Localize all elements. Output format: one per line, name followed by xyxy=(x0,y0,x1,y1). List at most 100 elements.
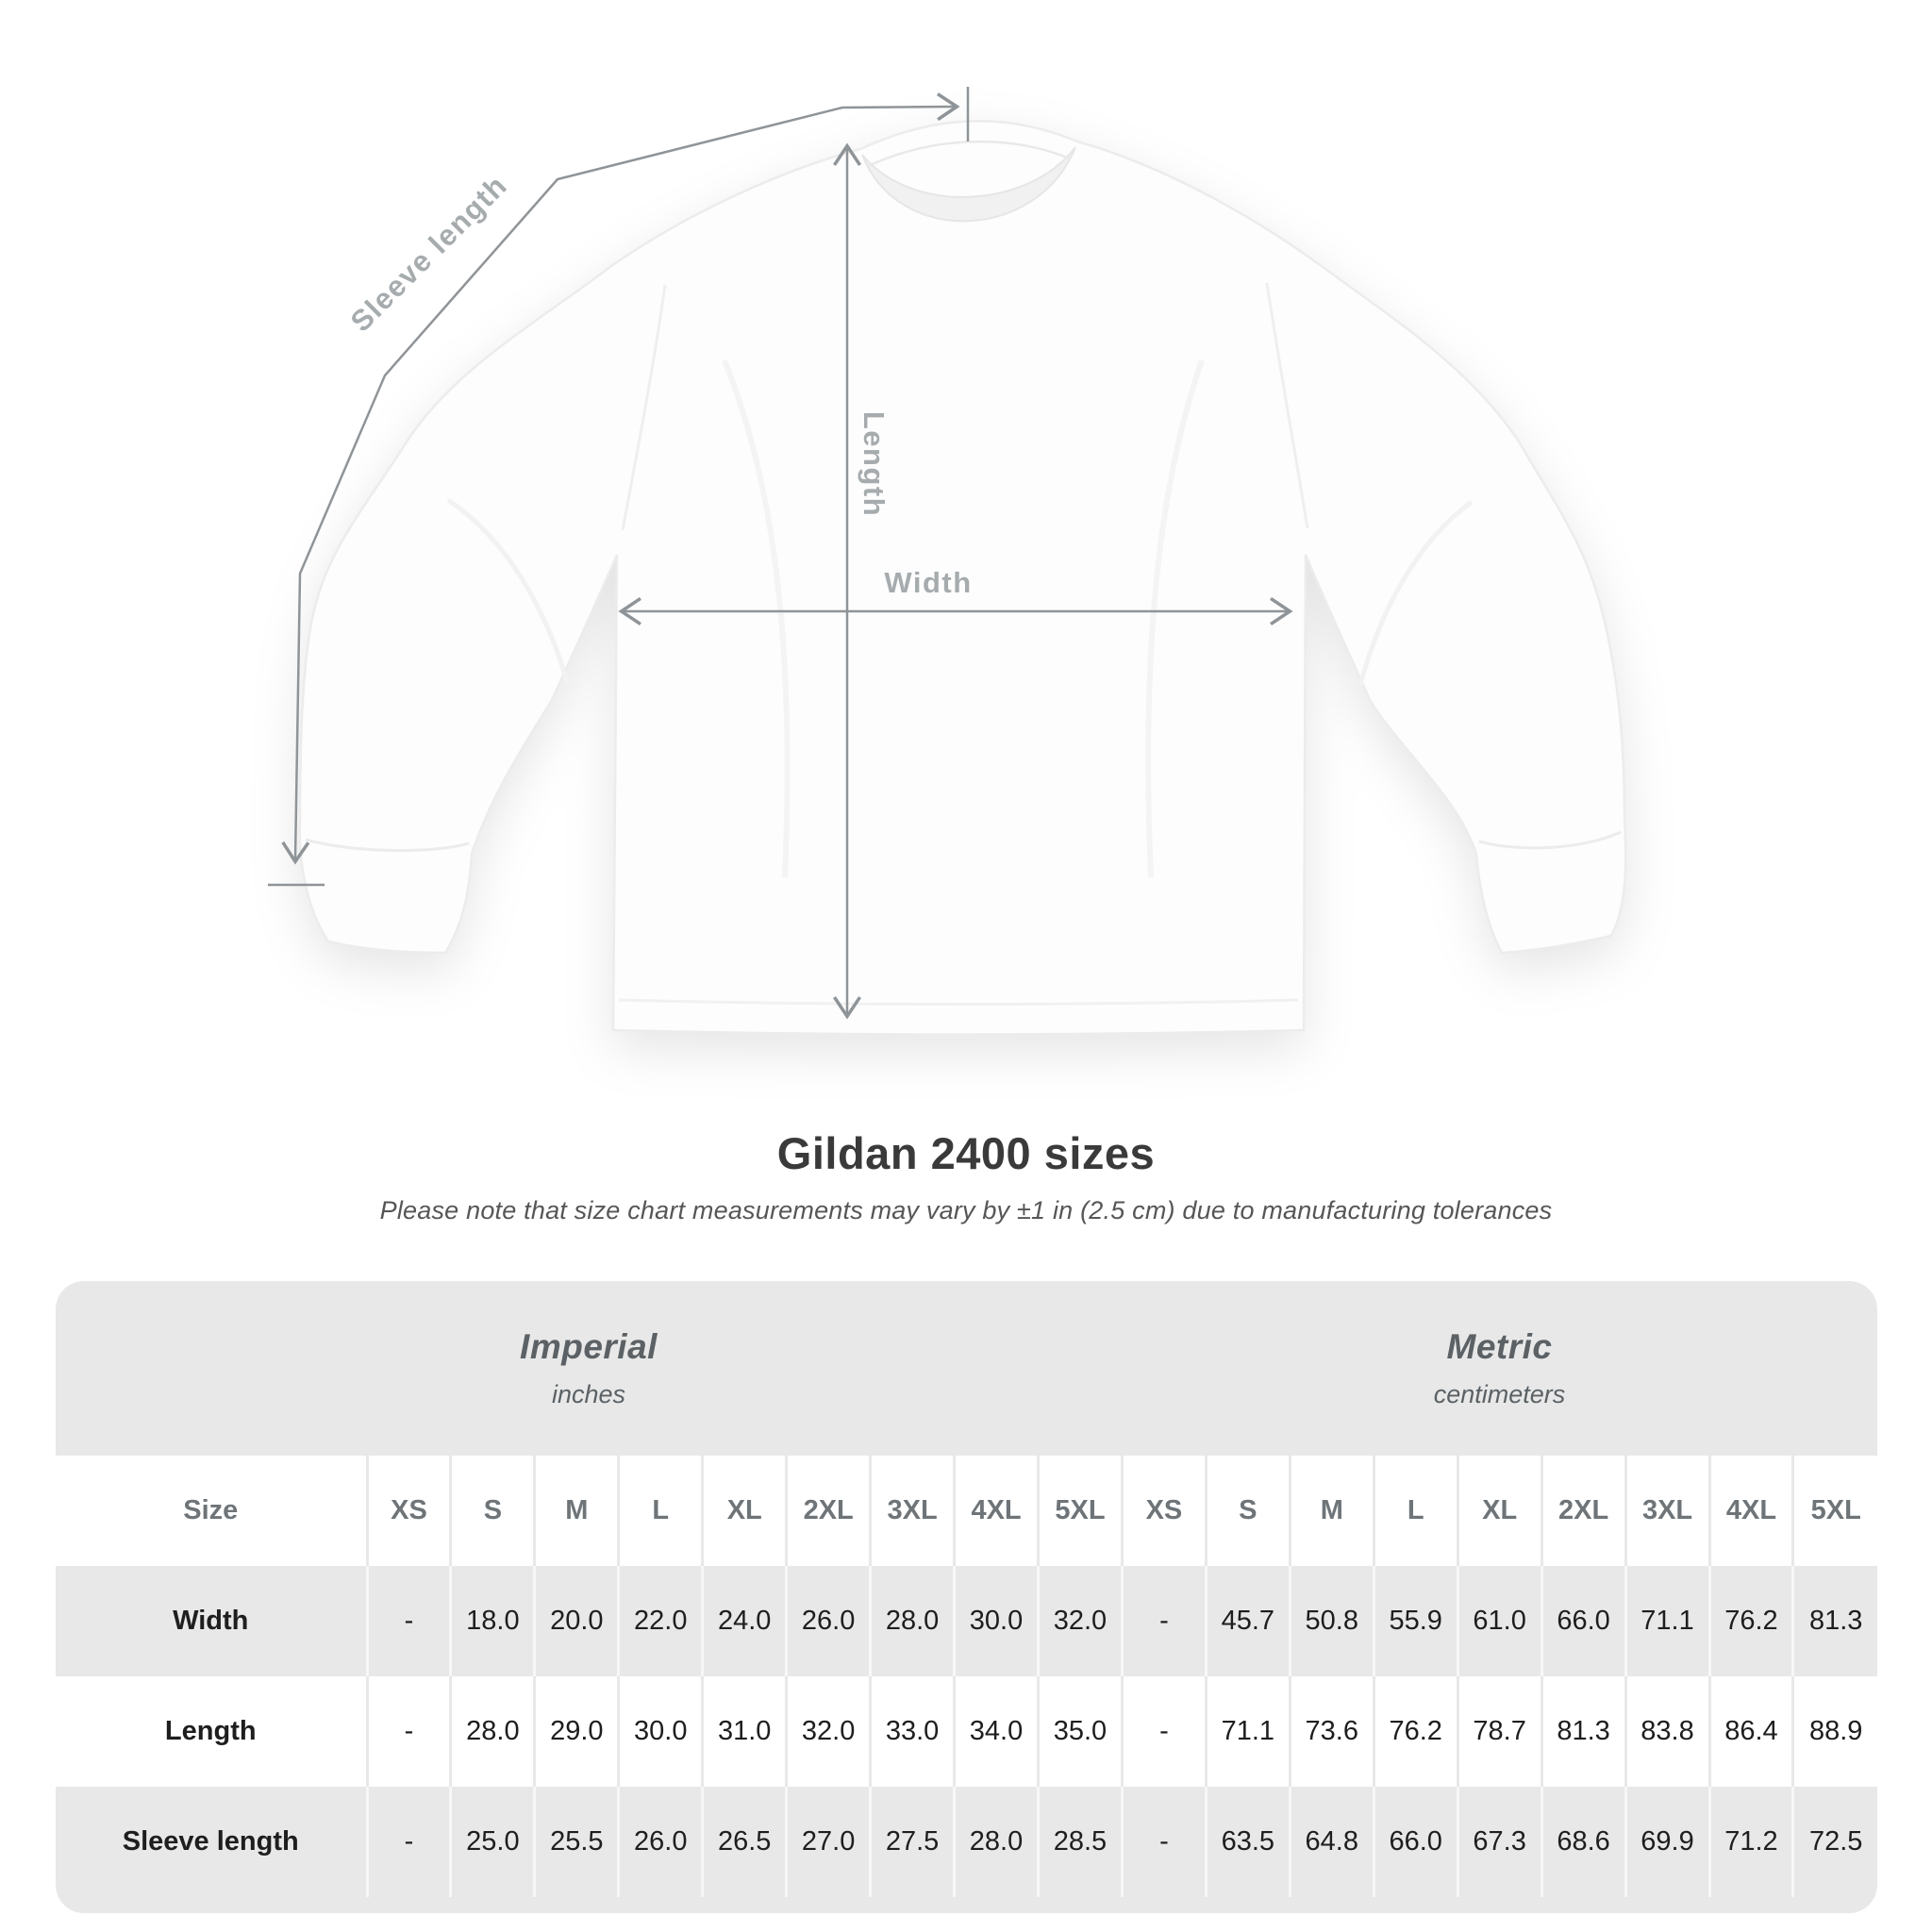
length-label: Length xyxy=(858,411,891,517)
size-header-cell: L xyxy=(1372,1456,1458,1566)
size-header-cell: S xyxy=(449,1456,535,1566)
size-header-cell: M xyxy=(1288,1456,1374,1566)
value-cell: 30.0 xyxy=(953,1566,1039,1676)
size-header-cell: S xyxy=(1204,1456,1291,1566)
value-cell: - xyxy=(1120,1566,1207,1676)
value-cell: 35.0 xyxy=(1037,1676,1123,1787)
sleeve-length-label: Sleeve length xyxy=(344,169,514,339)
shirt-diagram: Sleeve length Length Width xyxy=(268,87,1627,1036)
size-col-header: Size xyxy=(56,1456,367,1566)
size-header-cell: XS xyxy=(1120,1456,1207,1566)
size-header-cell: 3XL xyxy=(869,1456,955,1566)
value-cell: 73.6 xyxy=(1288,1676,1374,1787)
value-cell: 28.0 xyxy=(449,1676,535,1787)
unit-group-metric: Metric centimeters xyxy=(1122,1281,1877,1456)
size-header-cell: 3XL xyxy=(1624,1456,1709,1566)
value-cell: 28.5 xyxy=(1037,1787,1123,1897)
value-cell: 76.2 xyxy=(1372,1676,1458,1787)
row-label: Length xyxy=(56,1676,367,1787)
size-header-cell: L xyxy=(617,1456,703,1566)
value-cell: 25.5 xyxy=(533,1787,619,1897)
value-cell: 81.3 xyxy=(1791,1566,1877,1676)
metric-title: Metric xyxy=(1446,1327,1553,1366)
width-row: Width - 18.0 20.0 22.0 24.0 26.0 28.0 30… xyxy=(56,1566,1877,1676)
long-sleeve-shirt-illustration xyxy=(298,120,1627,1036)
unit-band: Imperial inches Metric centimeters xyxy=(56,1281,1877,1456)
value-cell: 63.5 xyxy=(1204,1787,1291,1897)
size-header-cell: 4XL xyxy=(1707,1456,1793,1566)
page-title: Gildan 2400 sizes xyxy=(776,1128,1156,1178)
value-cell: 22.0 xyxy=(617,1566,703,1676)
value-cell: 64.8 xyxy=(1288,1787,1374,1897)
value-cell: 32.0 xyxy=(1037,1566,1123,1676)
value-cell: 71.1 xyxy=(1624,1566,1709,1676)
value-cell: 61.0 xyxy=(1456,1566,1542,1676)
value-cell: 88.9 xyxy=(1791,1676,1877,1787)
value-cell: 26.0 xyxy=(785,1566,871,1676)
length-row: Length - 28.0 29.0 30.0 31.0 32.0 33.0 3… xyxy=(56,1676,1877,1787)
value-cell: 24.0 xyxy=(701,1566,787,1676)
value-cell: 25.0 xyxy=(449,1787,535,1897)
heading-block: Gildan 2400 sizes Please note that size … xyxy=(0,1128,1932,1225)
imperial-subtitle: inches xyxy=(551,1380,626,1408)
value-cell: 32.0 xyxy=(785,1676,871,1787)
value-cell: 67.3 xyxy=(1456,1787,1542,1897)
size-table: Size XS S M L XL 2XL 3XL 4XL 5XL XS S M … xyxy=(56,1456,1877,1897)
value-cell: 81.3 xyxy=(1540,1676,1626,1787)
value-cell: 31.0 xyxy=(701,1676,787,1787)
value-cell: 69.9 xyxy=(1624,1787,1709,1897)
value-cell: 26.5 xyxy=(701,1787,787,1897)
value-cell: 76.2 xyxy=(1707,1566,1793,1676)
size-header-cell: 5XL xyxy=(1037,1456,1123,1566)
value-cell: 20.0 xyxy=(533,1566,619,1676)
value-cell: 50.8 xyxy=(1288,1566,1374,1676)
value-cell: 30.0 xyxy=(617,1676,703,1787)
width-label: Width xyxy=(884,566,972,599)
value-cell: 66.0 xyxy=(1540,1566,1626,1676)
size-chart-card: Imperial inches Metric centimeters Size … xyxy=(56,1281,1877,1913)
row-label: Sleeve length xyxy=(122,1826,299,1857)
size-header-cell: XL xyxy=(701,1456,787,1566)
value-cell: 27.0 xyxy=(785,1787,871,1897)
sleeve-length-row: Sleeve length - 25.0 25.5 26.0 26.5 27.0… xyxy=(56,1787,1877,1897)
size-header-row: Size XS S M L XL 2XL 3XL 4XL 5XL XS S M … xyxy=(56,1456,1877,1566)
value-cell: 45.7 xyxy=(1204,1566,1291,1676)
size-header-cell: XL xyxy=(1456,1456,1542,1566)
page-subtitle: Please note that size chart measurements… xyxy=(379,1196,1553,1225)
size-header-cell: 2XL xyxy=(785,1456,871,1566)
value-cell: - xyxy=(365,1787,451,1897)
value-cell: 83.8 xyxy=(1624,1676,1709,1787)
size-header-cell: 4XL xyxy=(953,1456,1039,1566)
value-cell: 34.0 xyxy=(953,1676,1039,1787)
value-cell: 78.7 xyxy=(1456,1676,1542,1787)
value-cell: 55.9 xyxy=(1372,1566,1458,1676)
value-cell: 28.0 xyxy=(953,1787,1039,1897)
unit-group-imperial: Imperial inches xyxy=(56,1281,1122,1456)
value-cell: 72.5 xyxy=(1791,1787,1877,1897)
value-cell: - xyxy=(365,1676,451,1787)
value-cell: - xyxy=(1120,1787,1207,1897)
size-header-cell: XS xyxy=(365,1456,451,1566)
width-dimension: Width xyxy=(618,566,1293,626)
value-cell: 71.2 xyxy=(1707,1787,1793,1897)
size-header-cell: 5XL xyxy=(1791,1456,1877,1566)
value-cell: 66.0 xyxy=(1372,1787,1458,1897)
value-cell: 86.4 xyxy=(1707,1676,1793,1787)
row-label: Width xyxy=(173,1606,249,1636)
imperial-title: Imperial xyxy=(520,1327,658,1366)
value-cell: 29.0 xyxy=(533,1676,619,1787)
value-cell: 26.0 xyxy=(617,1787,703,1897)
value-cell: 27.5 xyxy=(869,1787,955,1897)
metric-subtitle: centimeters xyxy=(1433,1380,1566,1408)
value-cell: - xyxy=(365,1566,451,1676)
value-cell: 68.6 xyxy=(1540,1787,1626,1897)
value-cell: 71.1 xyxy=(1204,1676,1291,1787)
size-header-cell: M xyxy=(533,1456,619,1566)
value-cell: 18.0 xyxy=(449,1566,535,1676)
value-cell: 28.0 xyxy=(869,1566,955,1676)
size-header-cell: 2XL xyxy=(1540,1456,1626,1566)
value-cell: 33.0 xyxy=(869,1676,955,1787)
length-dimension: Length xyxy=(832,142,891,1020)
value-cell: - xyxy=(1120,1676,1207,1787)
